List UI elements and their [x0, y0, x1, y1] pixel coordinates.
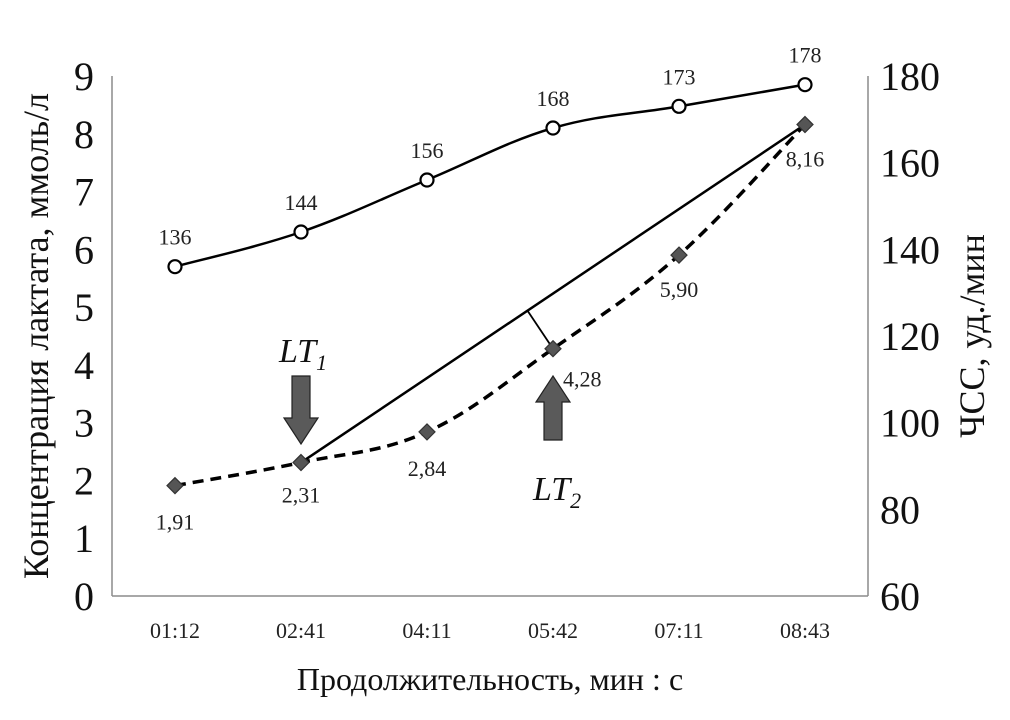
lactate-data-label: 2,31 [282, 483, 321, 508]
hr-data-label: 136 [159, 225, 192, 250]
lt2-label: LT2 [532, 471, 581, 513]
hr-point [797, 77, 813, 93]
hr-point [167, 259, 183, 275]
x-tick-label: 07:11 [654, 618, 703, 643]
x-tick-label: 05:42 [528, 618, 578, 643]
y-right-tick-label: 180 [880, 54, 940, 99]
y-right-tick-label: 60 [880, 574, 920, 619]
lactate-data-label: 8,16 [786, 147, 825, 172]
hr-data-label: 178 [789, 43, 822, 68]
lt-main: LT [532, 471, 572, 508]
lt-main: LT [278, 333, 318, 370]
y-right-tick-label: 80 [880, 487, 920, 532]
lt-subscript: 2 [570, 488, 581, 513]
lactate-data-label: 5,90 [660, 277, 699, 302]
lactate-point [166, 476, 184, 495]
hr-data-label: 156 [411, 138, 444, 163]
lactate-point [670, 246, 688, 264]
y-left-tick-label: 1 [74, 516, 94, 561]
lt2-arrow [534, 374, 572, 441]
reference-line [300, 123, 806, 464]
y-left-tick-label: 8 [74, 112, 94, 157]
hr-data-label: 173 [663, 64, 696, 89]
y-left-tick-label: 6 [74, 227, 94, 272]
hr-point [671, 98, 687, 114]
hr-point [545, 120, 561, 136]
lactate-point [292, 453, 310, 472]
x-tick-label: 01:12 [150, 618, 200, 643]
y-left-tick-label: 0 [74, 574, 94, 619]
y-left-axis-title: Концентрация лактата, ммоль/л [16, 93, 56, 579]
lactate-point [796, 115, 814, 134]
hr-series-line [174, 83, 806, 268]
lactate-series-line [174, 123, 807, 488]
y-right-tick-label: 140 [880, 227, 940, 272]
y-right-tick-label: 120 [880, 314, 940, 359]
y-left-tick-label: 5 [74, 285, 94, 330]
y-left-tick-label: 3 [74, 401, 94, 446]
x-tick-label: 08:43 [780, 618, 830, 643]
hr-point [419, 172, 435, 188]
lactate-point [544, 339, 562, 358]
lt1-label: LT1 [278, 333, 327, 375]
y-left-tick-label: 7 [74, 170, 94, 215]
hr-data-label: 168 [537, 86, 570, 111]
y-right-tick-label: 100 [880, 401, 940, 446]
perpendicular-line [526, 310, 554, 350]
hr-point [293, 224, 309, 240]
lactate-data-label: 4,28 [563, 367, 602, 392]
lactate-point [418, 423, 436, 441]
y-right-tick-label: 160 [880, 141, 940, 186]
lt-subscript: 1 [316, 350, 327, 375]
x-tick-label: 04:11 [402, 618, 451, 643]
x-tick-label: 02:41 [276, 618, 326, 643]
y-right-axis-title: ЧСС, уд./мин [952, 234, 992, 438]
y-left-tick-label: 4 [74, 343, 94, 388]
hr-data-label: 144 [285, 190, 318, 215]
lactate-data-label: 2,84 [408, 456, 447, 481]
y-left-tick-label: 9 [74, 54, 94, 99]
y-left-tick-label: 2 [74, 458, 94, 503]
lactate-data-label: 1,91 [156, 510, 195, 535]
lt1-arrow [282, 375, 320, 446]
x-axis-title: Продолжительность, мин : с [297, 661, 683, 697]
